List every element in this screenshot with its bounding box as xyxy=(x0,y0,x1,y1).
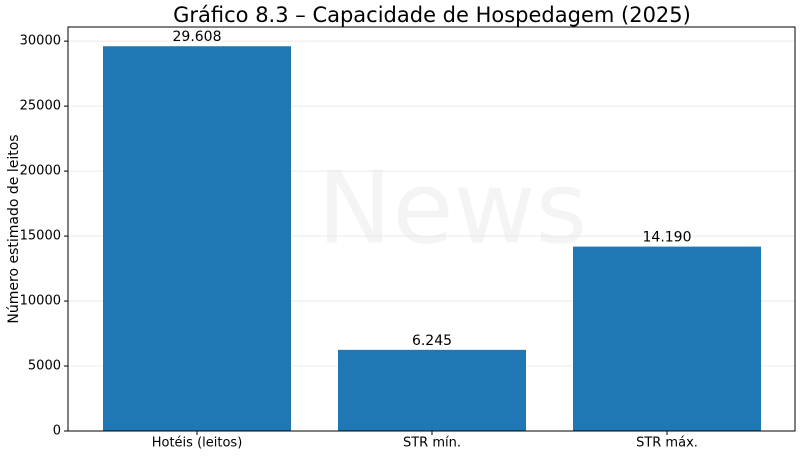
bar xyxy=(338,349,526,431)
y-tick-label: 20000 xyxy=(20,164,61,179)
y-tick-label: 0 xyxy=(53,424,61,439)
value-label: 14.190 xyxy=(643,230,692,246)
y-tick-label: 15000 xyxy=(20,229,61,244)
y-tick-label: 30000 xyxy=(20,34,61,49)
bar xyxy=(573,246,761,431)
y-tick-label: 25000 xyxy=(20,99,61,114)
x-tick-label: Hotéis (leitos) xyxy=(152,436,243,451)
y-tick-label: 10000 xyxy=(20,294,61,309)
y-axis-label: Número estimado de leitos xyxy=(6,134,22,323)
plot-frame xyxy=(67,26,796,432)
value-label: 6.245 xyxy=(412,333,452,349)
x-tick-label: STR mín. xyxy=(403,436,461,451)
chart-title: Gráfico 8.3 – Capacidade de Hospedagem (… xyxy=(173,3,691,27)
x-tick-label: STR máx. xyxy=(636,436,698,451)
bar xyxy=(103,46,291,431)
value-label: 29.608 xyxy=(173,29,222,45)
y-tick-label: 5000 xyxy=(28,359,61,374)
